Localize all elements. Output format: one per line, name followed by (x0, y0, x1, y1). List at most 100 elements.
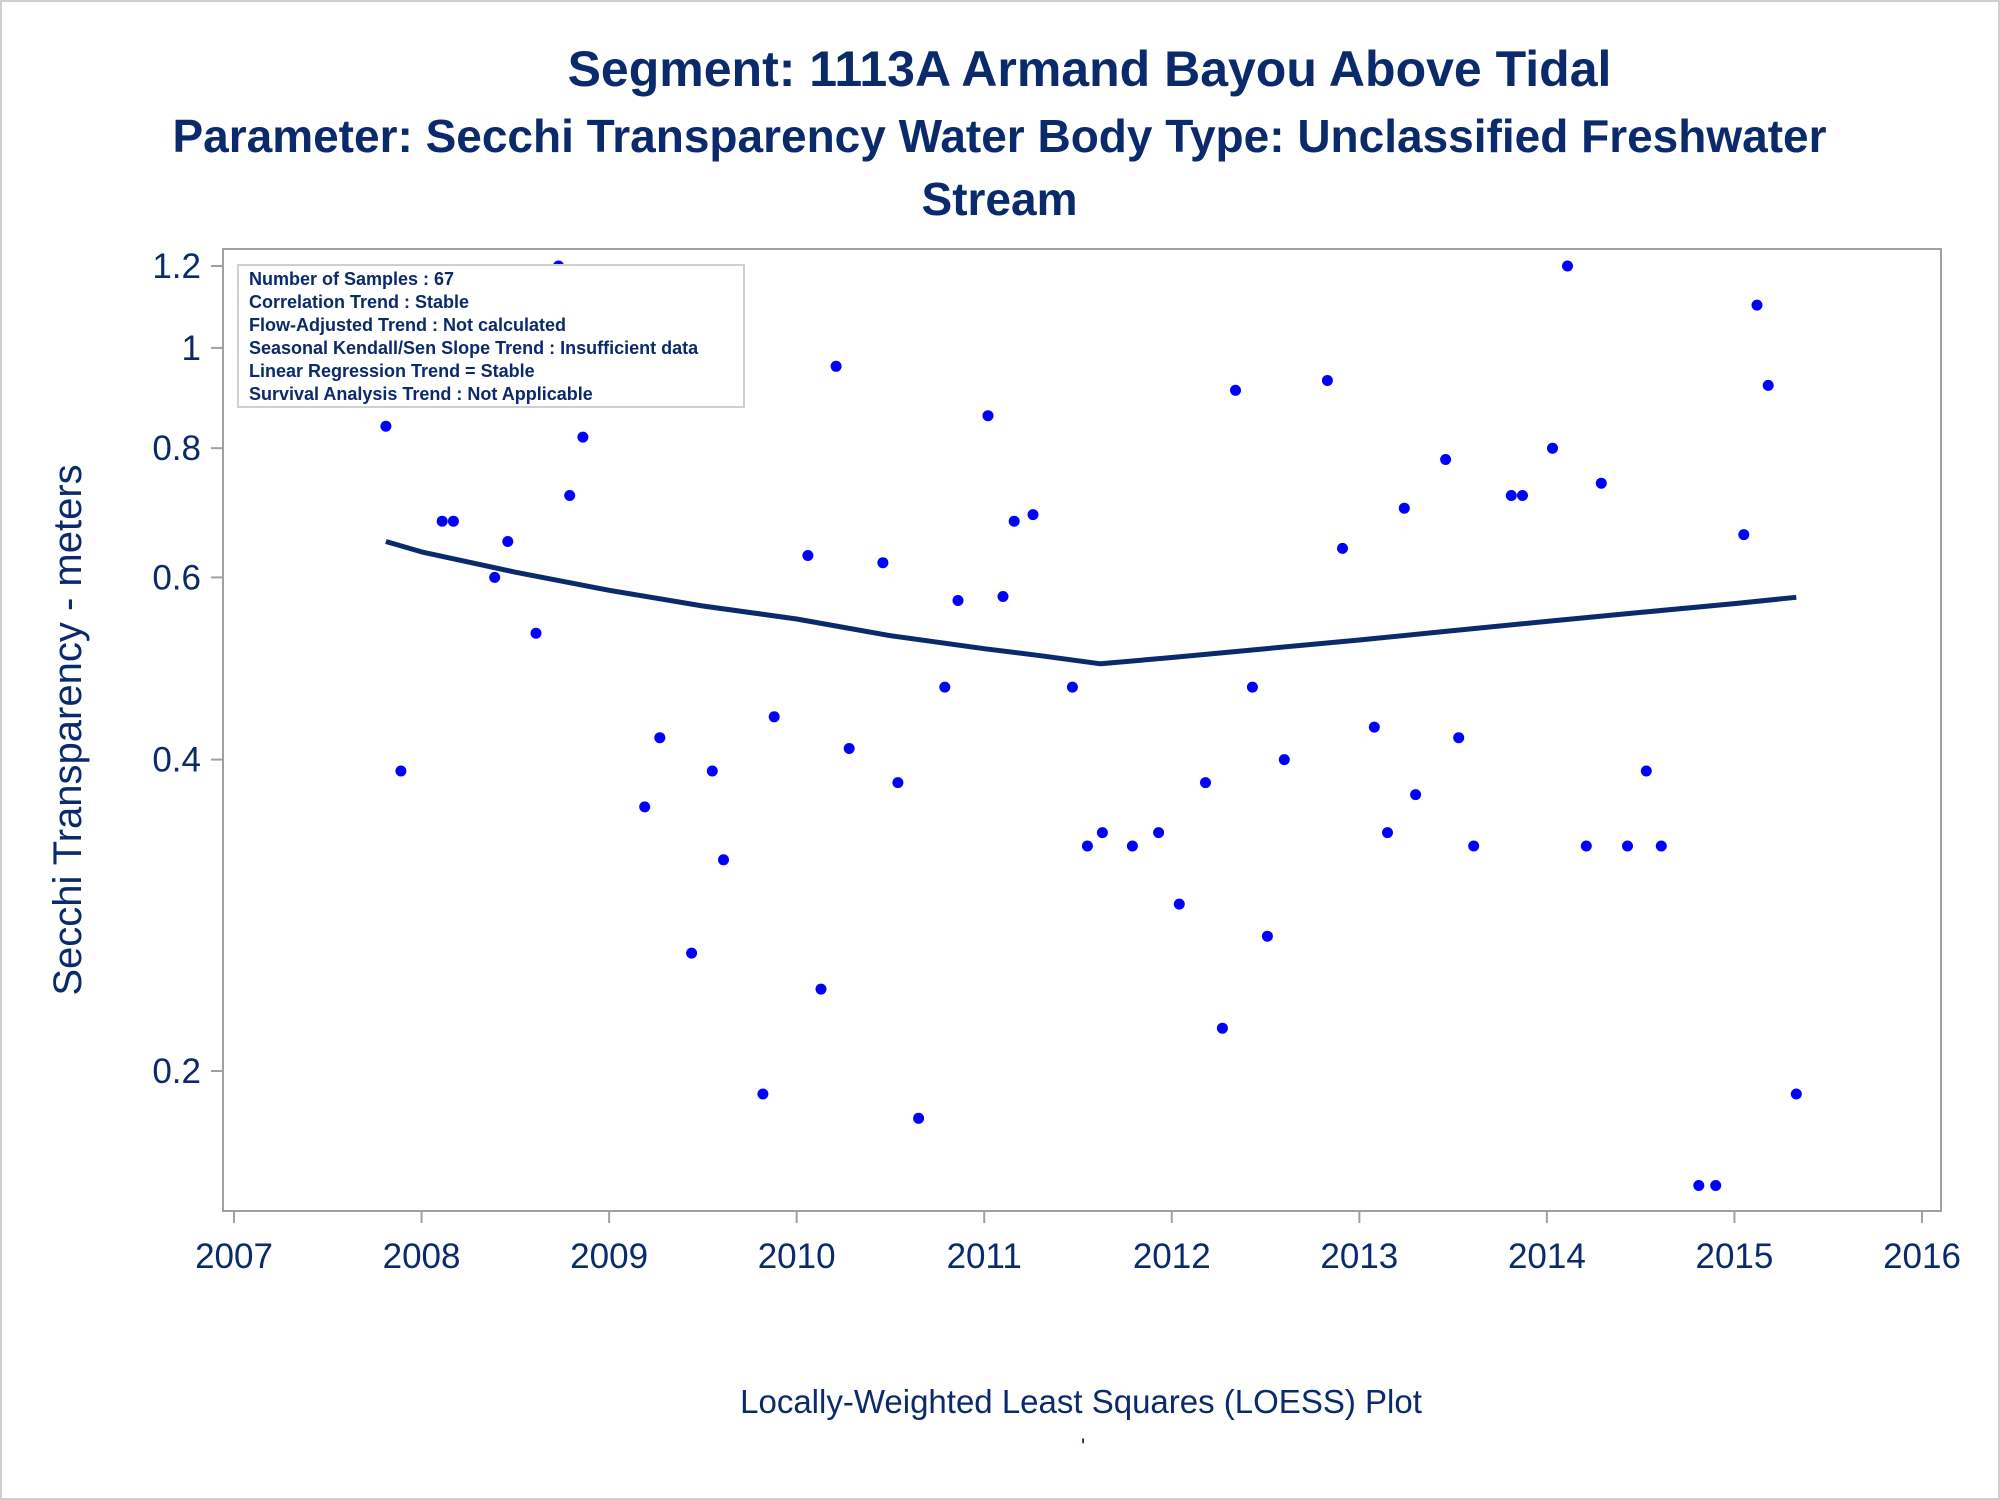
y-tick-label: 1 (182, 329, 201, 368)
data-point (982, 410, 994, 422)
data-point (1278, 754, 1290, 766)
y-tick-label: 1.2 (152, 247, 201, 286)
x-tick-label: 2008 (383, 1237, 461, 1276)
data-point (1200, 777, 1211, 789)
x-tick-label: 2010 (758, 1237, 836, 1276)
data-point (997, 591, 1009, 602)
data-point (1595, 477, 1607, 489)
stats-line: Flow-Adjusted Trend : Not calculated (249, 315, 566, 335)
plot-frame (222, 248, 1942, 1212)
data-point (530, 627, 542, 639)
data-point (1440, 454, 1452, 465)
data-point (815, 983, 827, 995)
data-point (1468, 840, 1480, 852)
data-point (1410, 789, 1422, 801)
data-point (939, 681, 951, 693)
data-point (1081, 840, 1093, 852)
stats-line: Survival Analysis Trend : Not Applicable (249, 384, 593, 404)
data-point (1261, 930, 1273, 942)
data-point (1126, 840, 1138, 852)
data-point (1693, 1180, 1705, 1191)
data-point (1246, 681, 1258, 693)
loess-line (385, 539, 1797, 667)
x-tick-label: 2015 (1696, 1237, 1774, 1276)
data-point (1517, 490, 1528, 501)
y-tick-label: 0.6 (152, 558, 201, 597)
data-point (802, 550, 814, 561)
data-point (654, 732, 666, 744)
data-point (1066, 681, 1078, 693)
y-tick-label: 0.4 (152, 741, 201, 780)
data-point (1547, 442, 1558, 454)
footnote-mark: ' (1081, 1434, 1086, 1459)
data-point (913, 1112, 925, 1124)
data-point (502, 536, 514, 547)
data-point (1710, 1180, 1722, 1191)
data-point (1337, 542, 1348, 554)
data-point (1751, 299, 1763, 311)
data-point (877, 557, 889, 569)
data-point (843, 743, 855, 754)
data-point (1173, 898, 1185, 910)
data-point (1762, 379, 1774, 391)
data-point (1096, 827, 1108, 839)
data-point (718, 854, 729, 866)
data-point (768, 711, 780, 723)
data-point (1398, 502, 1410, 514)
stats-line: Correlation Trend : Stable (249, 292, 469, 312)
data-point (1382, 827, 1393, 839)
y-axis: 0.2 0.4 0.6 0.8 1 1.2 (152, 247, 223, 1091)
y-tick-label: 0.2 (152, 1052, 201, 1091)
data-point (564, 490, 576, 501)
data-point (1790, 1088, 1802, 1100)
data-point (1738, 529, 1750, 541)
data-point (706, 765, 718, 777)
data-point (1368, 721, 1380, 733)
data-point (1622, 840, 1633, 852)
x-axis: 2007 2008 2009 2010 2011 2012 2013 2014 2015 2016 (195, 1211, 1961, 1276)
stats-line: Seasonal Kendall/Sen Slope Trend : Insuf… (249, 338, 699, 358)
stats-box: Number of Samples : 67 Correlation Trend… (237, 264, 745, 408)
data-point (1562, 260, 1573, 272)
data-point (577, 431, 589, 443)
data-point (1321, 375, 1333, 386)
data-point (1027, 509, 1039, 521)
y-axis-title: Secchi Transparency - meters (46, 464, 90, 995)
chart-title: Segment: 1113A Armand Bayou Above Tidal (567, 41, 1612, 97)
data-point (1505, 490, 1517, 501)
x-tick-label: 2016 (1883, 1237, 1961, 1276)
x-tick-label: 2009 (570, 1237, 648, 1276)
x-tick-label: 2013 (1320, 1237, 1398, 1276)
data-point (395, 765, 407, 777)
chart-subtitle: Parameter: Secchi Transparency Water Bod… (172, 110, 1827, 225)
data-point (757, 1088, 769, 1100)
x-tick-label: 2014 (1508, 1237, 1586, 1276)
data-point (686, 947, 698, 959)
loess-layer (385, 539, 1797, 667)
data-point (892, 777, 904, 789)
points-layer (380, 260, 1802, 1191)
data-point (952, 595, 964, 606)
data-point (436, 515, 448, 527)
stats-box-frame (237, 264, 745, 408)
data-point (639, 801, 651, 813)
data-point (1580, 840, 1592, 852)
x-tick-label: 2012 (1133, 1237, 1211, 1276)
data-point (1453, 732, 1465, 744)
data-point (1640, 765, 1652, 777)
data-point (830, 360, 842, 372)
data-point (489, 571, 501, 583)
x-tick-label: 2007 (195, 1237, 273, 1276)
stats-line: Linear Regression Trend = Stable (249, 361, 535, 381)
data-point (1655, 840, 1667, 852)
data-point (447, 515, 459, 527)
data-point (1008, 515, 1020, 527)
x-tick-label: 2011 (947, 1237, 1022, 1276)
x-axis-title: Locally-Weighted Least Squares (LOESS) P… (740, 1383, 1422, 1420)
y-tick-label: 0.8 (152, 429, 201, 468)
data-point (1230, 384, 1241, 396)
data-point (1153, 827, 1165, 839)
stats-line: Number of Samples : 67 (249, 269, 454, 289)
